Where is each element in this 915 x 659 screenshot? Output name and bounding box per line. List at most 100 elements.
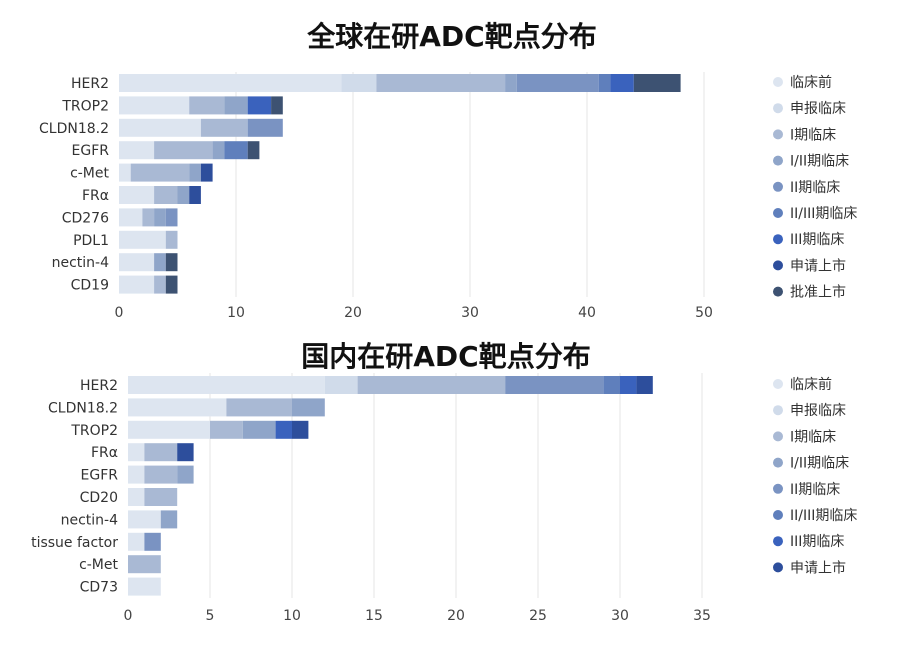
category-label: CD20 (80, 490, 118, 506)
bar-segment (242, 420, 276, 439)
category-label: EGFR (72, 143, 110, 159)
bar-segment (128, 420, 210, 439)
category-label: FRα (82, 188, 109, 204)
bar-segment (271, 96, 283, 115)
chart-2: 国内在研ADC靶点分布 0 5 10 15 20 25 30 35 HER2 CLDN18.2 TRO… (31, 340, 857, 624)
x-tick-label: 0 (124, 608, 133, 624)
bar-segment (154, 275, 166, 294)
bar-segment (128, 488, 145, 506)
category-label: TROP2 (61, 98, 109, 114)
bar-segment (165, 208, 178, 227)
bar-segment (224, 141, 248, 160)
bar-segment (189, 163, 201, 182)
legend-marker (773, 181, 783, 192)
legend-marker (773, 405, 783, 416)
legend-label: I/II期临床 (790, 456, 849, 472)
bar-segment (610, 74, 634, 92)
legend-marker (773, 103, 783, 114)
bar-segment (598, 74, 611, 92)
category-label: PDL1 (73, 233, 109, 249)
bar-segment (324, 376, 358, 394)
legend-label: III期临床 (790, 534, 844, 550)
chart-1: 全球在研ADC靶点分布 0 10 20 30 40 50 HER2 TROP2 CLDN18.2 E… (39, 20, 857, 321)
bar-segment (119, 186, 155, 204)
category-label: nectin-4 (61, 512, 118, 528)
legend-marker (773, 234, 783, 245)
bar-segment (376, 74, 506, 92)
category-label: CLDN18.2 (39, 121, 109, 137)
bar-segment (119, 96, 190, 115)
legend-marker (773, 431, 783, 442)
bar-segment (275, 420, 292, 439)
bar-segment (226, 398, 292, 417)
category-label: EGFR (81, 468, 119, 484)
legend-marker (773, 483, 783, 494)
legend-marker (773, 457, 783, 468)
bar-segment (144, 488, 178, 506)
bar-segment (165, 253, 178, 272)
bar-segment (119, 163, 131, 182)
bar-segment (200, 118, 248, 137)
legend-label: II期临床 (790, 482, 840, 498)
bar-segment (128, 376, 325, 394)
legend-label: 临床前 (790, 376, 832, 393)
bar-segment (144, 465, 178, 484)
legend-marker (773, 77, 783, 87)
bar-segment (128, 555, 161, 574)
legend-label: 临床前 (790, 74, 832, 91)
bar-segment (292, 420, 309, 439)
bar-segment (154, 208, 166, 227)
category-label: c-Met (70, 166, 109, 182)
x-tick-label: 40 (578, 305, 596, 321)
bar-segment (128, 577, 161, 596)
category-label: CD276 (62, 210, 109, 226)
chart-title: 全球在研ADC靶点分布 (306, 20, 596, 53)
legend-label: II/III期临床 (790, 206, 857, 222)
chart-title: 国内在研ADC靶点分布 (301, 340, 590, 373)
legend-label: 申请上市 (790, 559, 846, 576)
legend-label: 申报临床 (790, 403, 846, 419)
bar-segment (119, 208, 143, 227)
category-label: nectin-4 (52, 255, 109, 271)
bar-segment (128, 510, 161, 529)
bar-segment (144, 532, 161, 551)
bar-segment (292, 398, 325, 417)
legend-label: II/III期临床 (790, 508, 857, 524)
bar-segment (189, 186, 201, 204)
legend-marker (773, 155, 783, 166)
legend-label: III期临床 (790, 232, 844, 248)
category-label: CD73 (80, 580, 118, 596)
bar-segment (341, 74, 377, 92)
category-label: HER2 (71, 76, 109, 92)
x-tick-label: 30 (611, 608, 629, 624)
legend-label: II期临床 (790, 180, 840, 196)
x-tick-label: 35 (693, 608, 711, 624)
legend-marker (773, 510, 783, 520)
legend-marker (773, 208, 783, 218)
bar-segment (119, 253, 155, 272)
bar-segment (128, 465, 145, 484)
bar-segment (200, 163, 213, 182)
bar-segment (165, 275, 178, 294)
bar-segment (620, 376, 637, 394)
bar-segment (247, 141, 260, 160)
x-tick-label: 50 (695, 305, 713, 321)
x-tick-label: 25 (529, 608, 547, 624)
x-tick-label: 10 (283, 608, 301, 624)
bar-segment (603, 376, 620, 394)
bar-segment (636, 376, 653, 394)
bar-segment (247, 118, 283, 137)
category-label: HER2 (80, 378, 118, 394)
bar-segment (128, 398, 227, 417)
legend-marker (773, 260, 783, 271)
bar-segment (142, 208, 155, 227)
category-label: tissue factor (31, 535, 118, 551)
x-tick-label: 10 (227, 305, 245, 321)
bar-segment (130, 163, 190, 182)
bar-segment (144, 443, 178, 462)
legend-marker (773, 286, 783, 297)
bar-segment (128, 443, 145, 462)
bar-segment (212, 141, 225, 160)
category-label: TROP2 (70, 423, 118, 439)
